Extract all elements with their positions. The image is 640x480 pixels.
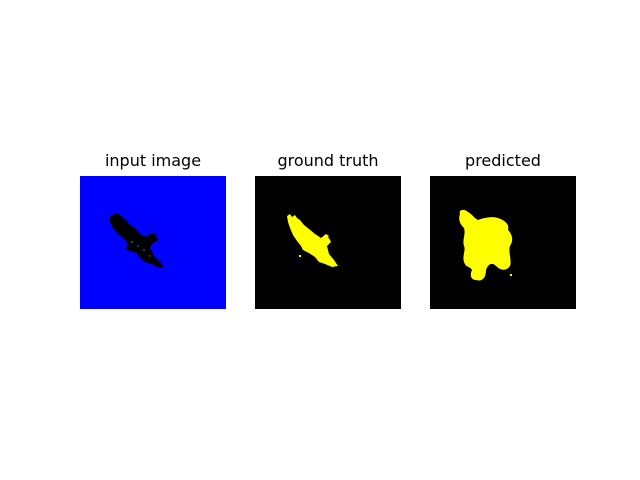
ground-truth-canvas: [255, 176, 401, 309]
input-image-canvas: [80, 176, 226, 309]
predicted-mask: [459, 209, 513, 281]
bird-silhouette: [110, 213, 164, 268]
ground-truth-mask: [287, 214, 338, 267]
bird-markings: [131, 241, 151, 257]
ground-truth-panel: [255, 176, 401, 309]
predicted-panel: [430, 176, 576, 309]
input-image-title: input image: [104, 151, 202, 170]
predicted-title: predicted: [465, 151, 541, 170]
ground-truth-title: ground truth: [277, 151, 379, 170]
input-image-panel: [80, 176, 226, 309]
predicted-canvas: [430, 176, 576, 309]
